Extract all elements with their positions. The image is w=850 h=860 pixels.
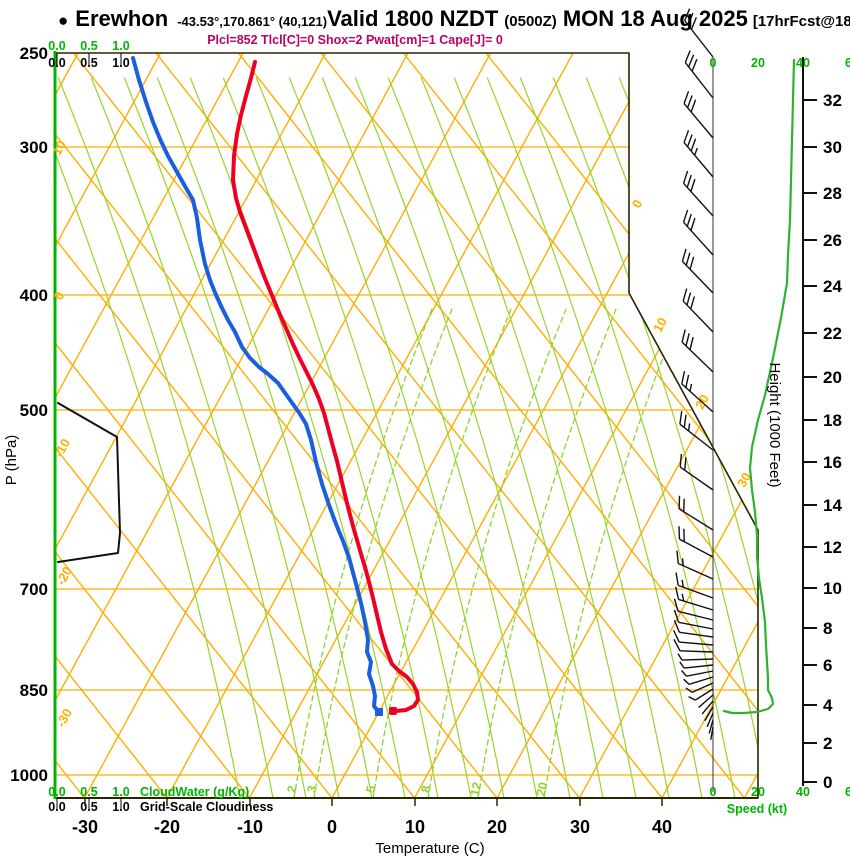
svg-text:5: 5 bbox=[364, 784, 379, 794]
svg-text:1000: 1000 bbox=[10, 766, 48, 785]
cloud-scale-rows: 0.00.00.00.00.50.50.50.51.01.01.01.0Clou… bbox=[48, 39, 273, 814]
svg-text:-10: -10 bbox=[237, 817, 263, 837]
svg-text:10: 10 bbox=[49, 138, 69, 158]
skewt-grid bbox=[55, 53, 758, 798]
svg-text:Height (1000 Feet): Height (1000 Feet) bbox=[766, 362, 783, 487]
svg-text:1.0: 1.0 bbox=[112, 39, 129, 53]
svg-text:0.0: 0.0 bbox=[48, 800, 65, 814]
svg-text:30: 30 bbox=[570, 817, 590, 837]
svg-text:0: 0 bbox=[629, 197, 646, 211]
svg-text:20: 20 bbox=[751, 56, 765, 70]
mixing-ratio-lines bbox=[293, 307, 684, 798]
svg-text:14: 14 bbox=[823, 496, 842, 515]
svg-text:60: 60 bbox=[845, 785, 850, 799]
sounding-parameters: Plcl=852 Tlcl[C]=0 Shox=2 Pwat[cm]=1 Cap… bbox=[207, 33, 503, 47]
forecast-info: [17hrFcst@1840z] bbox=[752, 13, 850, 30]
svg-text:16: 16 bbox=[823, 453, 842, 472]
valid-date: MON 18 Aug 2025 bbox=[562, 6, 748, 31]
svg-text:-30: -30 bbox=[72, 817, 98, 837]
svg-text:500: 500 bbox=[20, 401, 48, 420]
svg-text:18: 18 bbox=[823, 411, 842, 430]
svg-text:10: 10 bbox=[405, 817, 425, 837]
station-bullet-icon: ● bbox=[58, 11, 69, 30]
valid-time-utc: (0500Z) bbox=[504, 13, 557, 30]
svg-text:Grid-Scale Cloudiness: Grid-Scale Cloudiness bbox=[140, 800, 273, 814]
station-name: Erewhon bbox=[75, 6, 169, 31]
svg-text:1.0: 1.0 bbox=[112, 56, 129, 70]
svg-text:8: 8 bbox=[823, 619, 832, 638]
svg-text:4: 4 bbox=[823, 696, 833, 715]
svg-text:850: 850 bbox=[20, 681, 48, 700]
svg-text:0: 0 bbox=[51, 289, 68, 303]
svg-text:250: 250 bbox=[20, 44, 48, 63]
svg-text:26: 26 bbox=[823, 231, 842, 250]
svg-text:22: 22 bbox=[823, 324, 842, 343]
wind-speed-profile bbox=[722, 58, 796, 715]
svg-text:40: 40 bbox=[652, 817, 672, 837]
svg-text:10: 10 bbox=[650, 315, 670, 335]
plot-frame bbox=[53, 51, 759, 811]
svg-text:1.0: 1.0 bbox=[112, 800, 129, 814]
temperature-curve bbox=[231, 60, 420, 713]
svg-text:28: 28 bbox=[823, 184, 842, 203]
svg-text:20: 20 bbox=[487, 817, 507, 837]
svg-text:30: 30 bbox=[823, 138, 842, 157]
svg-text:0: 0 bbox=[327, 817, 337, 837]
svg-text:10: 10 bbox=[823, 579, 842, 598]
pressure-axis: 250 300 400 500 700 850 1000 P (hPa) bbox=[3, 44, 48, 785]
svg-text:0: 0 bbox=[710, 56, 717, 70]
isotherm-labels: 100-10-20-300102030 bbox=[49, 138, 754, 730]
svg-text:40: 40 bbox=[796, 785, 810, 799]
svg-text:0.5: 0.5 bbox=[80, 39, 97, 53]
svg-text:30: 30 bbox=[734, 470, 754, 490]
svg-text:32: 32 bbox=[823, 91, 842, 110]
svg-text:12: 12 bbox=[468, 781, 485, 798]
svg-text:60: 60 bbox=[845, 56, 850, 70]
svg-text:-20: -20 bbox=[154, 817, 180, 837]
valid-time: Valid 1800 NZDT bbox=[327, 6, 499, 31]
svg-text:12: 12 bbox=[823, 538, 842, 557]
svg-text:0.0: 0.0 bbox=[48, 785, 65, 799]
mixing-ratio-labels: 2 3 5 8 12 20 bbox=[285, 781, 551, 798]
svg-text:2: 2 bbox=[823, 734, 832, 753]
svg-text:20: 20 bbox=[751, 785, 765, 799]
hodograph-outline bbox=[57, 402, 121, 563]
svg-text:20: 20 bbox=[823, 368, 842, 387]
svg-text:1.0: 1.0 bbox=[112, 785, 129, 799]
temperature-axis: -30 -20 -10 0 10 20 30 40 Temperature (C) bbox=[72, 798, 672, 857]
svg-text:0.5: 0.5 bbox=[80, 785, 97, 799]
svg-text:20: 20 bbox=[534, 781, 551, 798]
svg-text:0.0: 0.0 bbox=[48, 39, 65, 53]
wind-barbs bbox=[673, 8, 714, 792]
svg-text:700: 700 bbox=[20, 580, 48, 599]
svg-text:Temperature (C): Temperature (C) bbox=[375, 840, 484, 857]
station-coords: -43.53°,170.861° (40,121) bbox=[177, 14, 328, 29]
svg-text:0: 0 bbox=[710, 785, 717, 799]
svg-text:300: 300 bbox=[20, 138, 48, 157]
svg-text:8: 8 bbox=[419, 784, 434, 794]
svg-text:2: 2 bbox=[285, 784, 300, 794]
svg-text:3: 3 bbox=[305, 784, 320, 794]
svg-text:400: 400 bbox=[20, 286, 48, 305]
dewpoint-curve bbox=[131, 56, 379, 712]
svg-text:24: 24 bbox=[823, 277, 842, 296]
svg-text:CloudWater (g/Kg): CloudWater (g/Kg) bbox=[140, 785, 249, 799]
title-bar: ● Erewhon -43.53°,170.861° (40,121) Vali… bbox=[58, 6, 850, 32]
svg-text:0.5: 0.5 bbox=[80, 800, 97, 814]
svg-text:Speed (kt): Speed (kt) bbox=[727, 802, 787, 816]
svg-text:6: 6 bbox=[823, 656, 832, 675]
svg-text:0.0: 0.0 bbox=[48, 56, 65, 70]
svg-text:0.5: 0.5 bbox=[80, 56, 97, 70]
surface-dots bbox=[375, 707, 397, 716]
svg-text:0: 0 bbox=[823, 773, 832, 792]
svg-text:P (hPa): P (hPa) bbox=[3, 435, 20, 486]
